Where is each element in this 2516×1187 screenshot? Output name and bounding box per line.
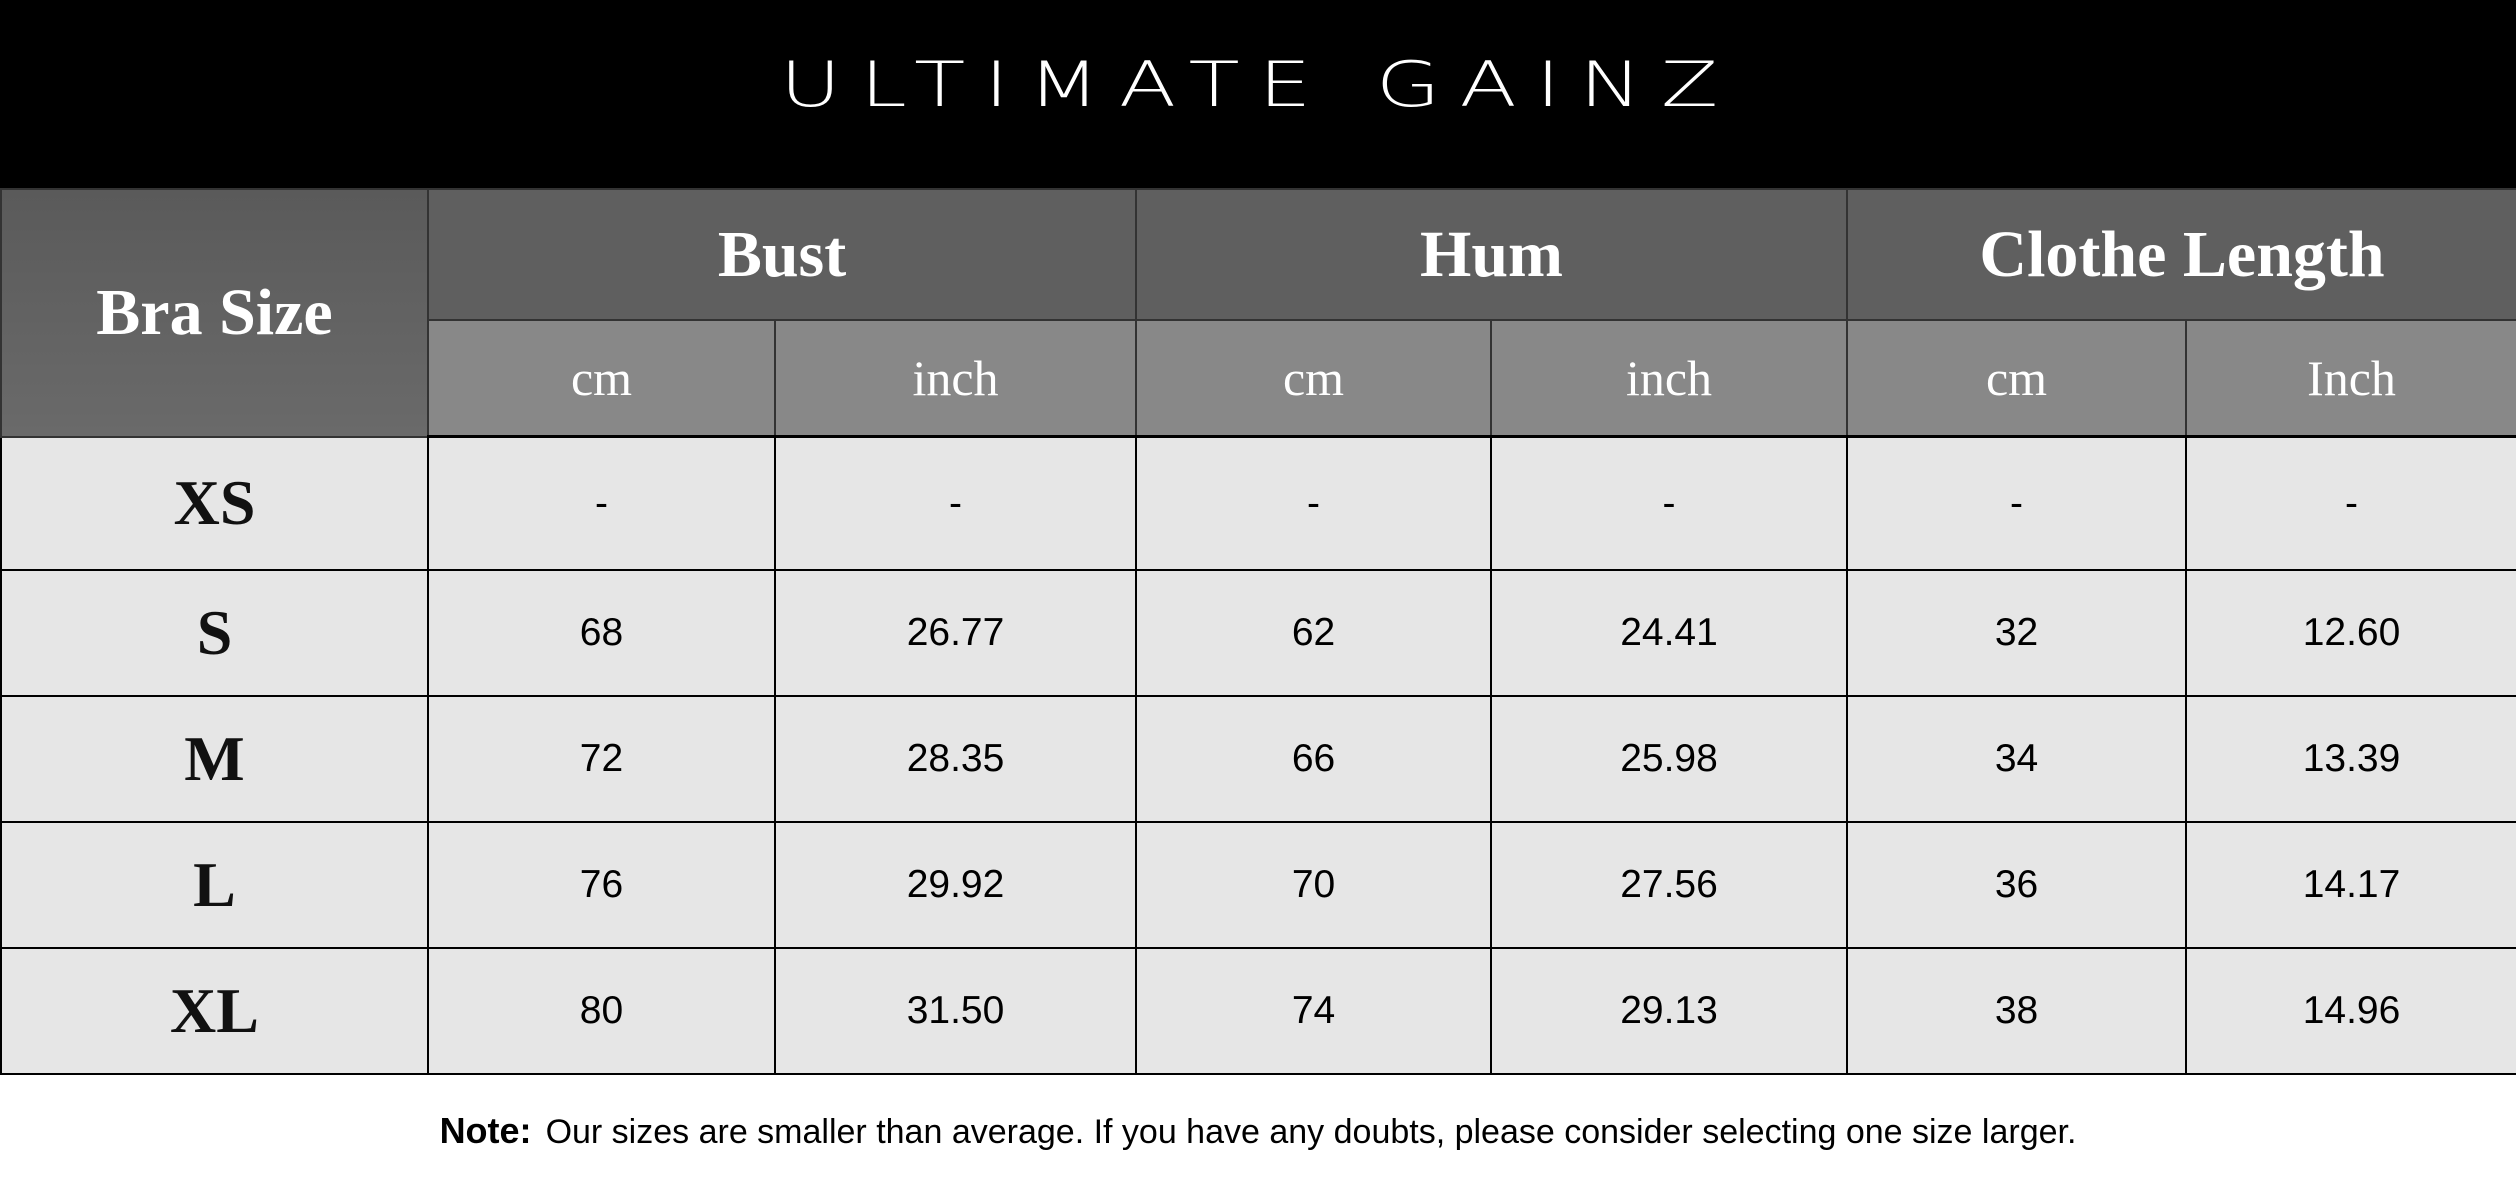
value-cell: 70 — [1135, 821, 1493, 949]
unit-header: cm — [1846, 319, 2188, 438]
value-cell: - — [427, 435, 776, 571]
unit-header: Inch — [2185, 319, 2516, 438]
header-clothe-length: Clothe Length — [1846, 188, 2516, 321]
value-cell: 27.56 — [1490, 821, 1849, 949]
size-chart-table: Bra Size Bust Hum Clothe Length cm inch … — [0, 188, 2516, 1075]
table-row: M 72 28.35 66 25.98 34 13.39 — [0, 695, 2516, 823]
table-row: S 68 26.77 62 24.41 32 12.60 — [0, 569, 2516, 697]
value-cell: 25.98 — [1490, 695, 1849, 823]
brand-banner: ULTIMATE GAINZ — [0, 0, 2516, 188]
unit-header: inch — [773, 319, 1138, 438]
value-cell: 13.39 — [2185, 695, 2516, 823]
value-cell: 80 — [427, 947, 776, 1075]
note-label: Note: — [439, 1110, 532, 1151]
value-cell: 29.92 — [773, 821, 1138, 949]
header-bust: Bust — [426, 188, 1138, 321]
value-cell: 14.17 — [2185, 821, 2516, 949]
header-hum: Hum — [1135, 188, 1849, 321]
value-cell: - — [2185, 435, 2516, 571]
value-cell: 34 — [1846, 695, 2188, 823]
value-cell: 38 — [1846, 947, 2188, 1075]
value-cell: 29.13 — [1490, 947, 1849, 1075]
table-row: XS - - - - - - — [0, 435, 2516, 571]
value-cell: 28.35 — [773, 695, 1138, 823]
value-cell: 14.96 — [2185, 947, 2516, 1075]
value-cell: 32 — [1846, 569, 2188, 697]
size-cell: XS — [0, 435, 429, 571]
value-cell: - — [773, 435, 1138, 571]
size-cell: XL — [0, 947, 429, 1075]
value-cell: 26.77 — [773, 569, 1138, 697]
value-cell: - — [1135, 435, 1493, 571]
size-cell: M — [0, 695, 429, 823]
value-cell: 62 — [1135, 569, 1493, 697]
unit-header: cm — [1135, 319, 1493, 438]
value-cell: 68 — [427, 569, 776, 697]
header-bra-size: Bra Size — [0, 188, 429, 438]
value-cell: - — [1490, 435, 1849, 571]
value-cell: - — [1846, 435, 2188, 571]
value-cell: 66 — [1135, 695, 1493, 823]
value-cell: 31.50 — [773, 947, 1138, 1075]
value-cell: 36 — [1846, 821, 2188, 949]
value-cell: 12.60 — [2185, 569, 2516, 697]
unit-header: inch — [1490, 319, 1849, 438]
value-cell: 24.41 — [1490, 569, 1849, 697]
note: Note: Our sizes are smaller than average.… — [0, 1110, 2516, 1152]
size-cell: S — [0, 569, 429, 697]
value-cell: 74 — [1135, 947, 1493, 1075]
value-cell: 76 — [427, 821, 776, 949]
size-cell: L — [0, 821, 429, 949]
table-row: XL 80 31.50 74 29.13 38 14.96 — [0, 947, 2516, 1075]
brand-logo: ULTIMATE GAINZ — [779, 47, 1737, 121]
value-cell: 72 — [427, 695, 776, 823]
unit-header: cm — [427, 319, 776, 438]
table-row: L 76 29.92 70 27.56 36 14.17 — [0, 821, 2516, 949]
note-text: Our sizes are smaller than average. If y… — [545, 1113, 2077, 1151]
